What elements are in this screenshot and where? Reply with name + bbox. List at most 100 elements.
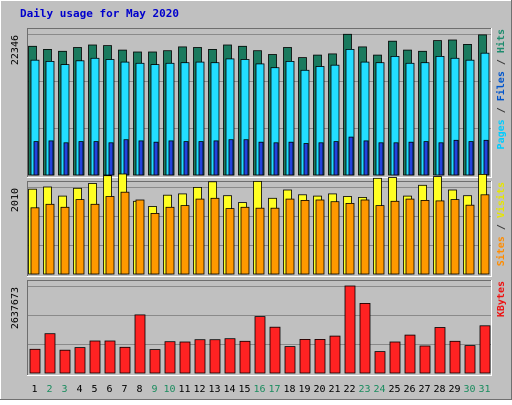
bar-sites xyxy=(60,206,70,275)
day-label: 1 xyxy=(31,384,37,395)
bar-sites xyxy=(240,206,250,275)
bar-kbytes xyxy=(194,339,206,374)
bar-kbytes xyxy=(404,334,416,374)
bar-kbytes xyxy=(59,349,71,374)
bar-pages xyxy=(33,141,39,176)
bar-pages xyxy=(408,141,414,176)
y-axis-label: KBytes xyxy=(496,281,507,317)
bar-kbytes xyxy=(239,340,251,374)
bar-pages xyxy=(258,141,264,176)
bar-sites xyxy=(180,205,190,275)
day-label: 9 xyxy=(151,384,157,395)
bar-pages xyxy=(63,142,69,176)
day-label: 20 xyxy=(313,384,325,395)
day-label: 29 xyxy=(448,384,460,395)
day-label: 26 xyxy=(403,384,415,395)
bar-sites xyxy=(75,199,85,275)
bar-sites xyxy=(465,204,475,275)
bar-kbytes xyxy=(104,340,116,374)
bar-pages xyxy=(138,140,144,176)
bar-sites xyxy=(345,202,355,275)
bar-sites xyxy=(300,199,310,275)
day-label: 15 xyxy=(238,384,250,395)
y-axis-label-part: Sites xyxy=(495,236,507,266)
bar-kbytes xyxy=(359,302,371,374)
bar-kbytes xyxy=(419,345,431,374)
panels-group: 22346 Pages / Files / Hits 2010 Sites / Vis… xyxy=(10,28,507,376)
ymax-label: 2010 xyxy=(10,188,21,212)
day-label: 28 xyxy=(433,384,445,395)
day-label: 17 xyxy=(268,384,280,395)
bar-kbytes xyxy=(449,340,461,374)
day-label: 6 xyxy=(106,384,112,395)
bar-pages xyxy=(78,141,84,176)
bar-kbytes xyxy=(479,325,491,374)
day-label: 22 xyxy=(343,384,355,395)
bar-pages xyxy=(168,140,174,176)
bar-sites xyxy=(105,196,115,275)
bar-kbytes xyxy=(134,314,146,374)
bar-pages xyxy=(393,142,399,176)
day-label: 24 xyxy=(373,384,385,395)
panel-kbytes: 2637673 KBytes xyxy=(10,280,507,376)
bar-pages xyxy=(453,139,459,176)
day-label: 19 xyxy=(298,384,310,395)
day-label: 23 xyxy=(358,384,370,395)
bar-kbytes xyxy=(149,349,161,374)
day-label: 8 xyxy=(136,384,142,395)
day-label: 7 xyxy=(121,384,127,395)
bar-pages xyxy=(378,142,384,176)
bar-kbytes xyxy=(299,338,311,374)
bar-kbytes xyxy=(254,316,266,374)
bar-pages xyxy=(273,142,279,176)
day-label: 30 xyxy=(463,384,475,395)
bar-pages xyxy=(438,142,444,176)
bar-sites xyxy=(420,199,430,275)
bar-sites xyxy=(390,200,400,275)
y-axis-label-part: / xyxy=(496,53,507,71)
bar-sites xyxy=(195,198,205,275)
day-label: 14 xyxy=(223,384,235,395)
y-axis-label-part: Files xyxy=(495,71,507,101)
bar-pages xyxy=(243,139,249,176)
day-label: 16 xyxy=(253,384,265,395)
bar-pages xyxy=(123,139,129,176)
bar-sites xyxy=(270,207,280,275)
bar-pages xyxy=(288,141,294,176)
y-axis-label-part: Pages xyxy=(496,119,507,149)
bar-sites xyxy=(30,207,40,275)
bar-sites xyxy=(45,203,55,275)
bar-sites xyxy=(135,199,145,275)
bar-pages xyxy=(318,142,324,176)
bar-kbytes xyxy=(314,338,326,374)
bar-kbytes xyxy=(329,335,341,374)
bar-pages xyxy=(468,141,474,176)
bar-sites xyxy=(120,191,130,275)
bar-sites xyxy=(435,200,445,275)
bar-kbytes xyxy=(44,333,56,374)
day-label: 11 xyxy=(178,384,190,395)
bar-sites xyxy=(330,201,340,275)
bar-pages xyxy=(108,142,114,176)
y-axis-label-part: KBytes xyxy=(496,281,507,317)
chart-title: Daily usage for May 2020 xyxy=(20,7,179,20)
y-axis-label: Sites / Visits xyxy=(495,182,507,266)
day-label: 13 xyxy=(208,384,220,395)
bar-kbytes xyxy=(389,341,401,374)
day-label: 21 xyxy=(328,384,340,395)
bar-kbytes xyxy=(269,326,281,374)
day-label: 27 xyxy=(418,384,430,395)
bar-kbytes xyxy=(89,340,101,374)
bar-sites xyxy=(225,208,235,275)
bar-kbytes xyxy=(374,351,386,374)
day-label: 3 xyxy=(61,384,67,395)
day-label: 31 xyxy=(478,384,490,395)
day-label: 18 xyxy=(283,384,295,395)
day-label: 5 xyxy=(91,384,97,395)
bar-sites xyxy=(285,198,295,275)
bar-sites xyxy=(210,197,220,275)
bar-sites xyxy=(255,207,265,275)
panel-hits-files-pages: 22346 Pages / Files / Hits xyxy=(10,28,507,178)
bar-pages xyxy=(363,140,369,176)
